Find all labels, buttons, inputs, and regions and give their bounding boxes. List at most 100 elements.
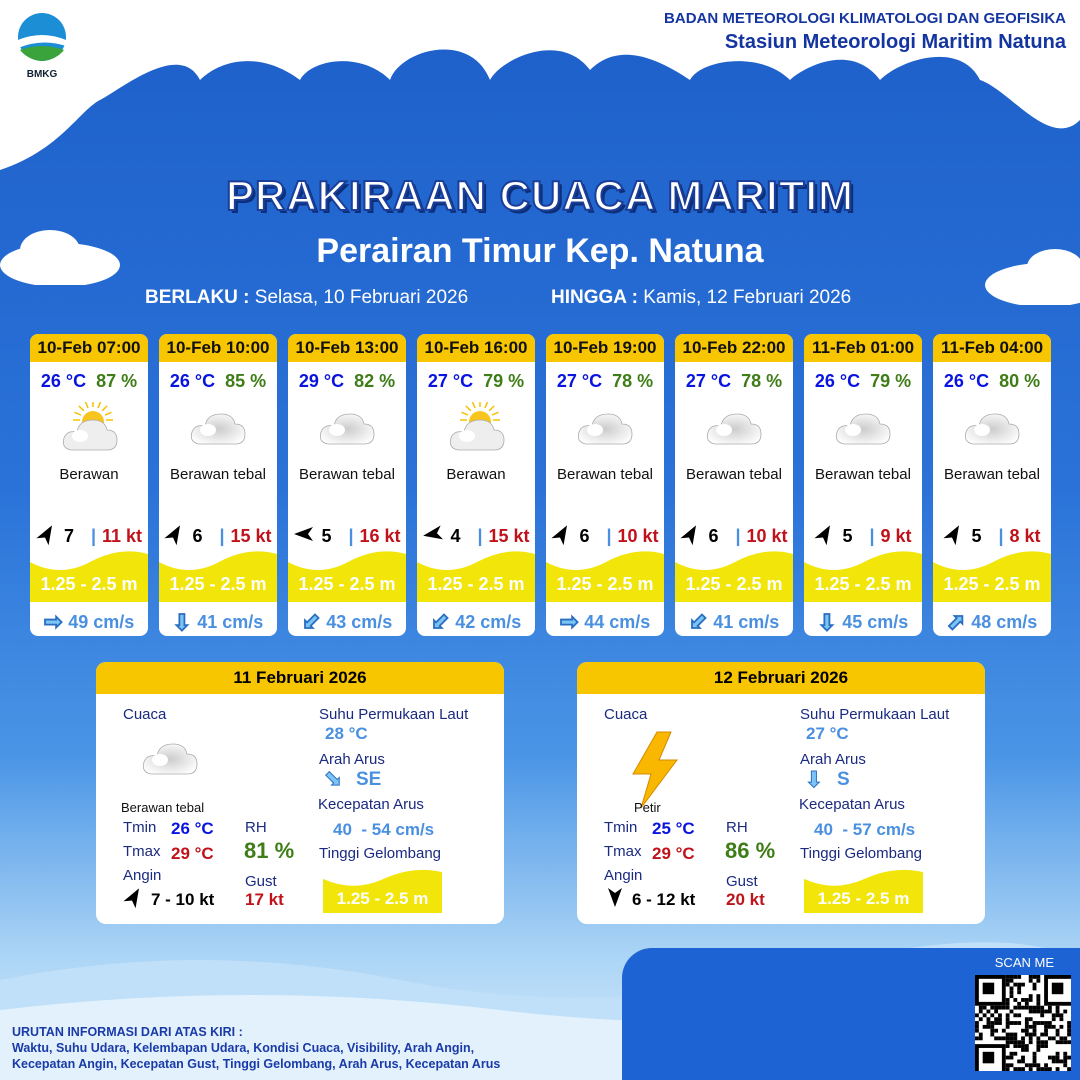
cloud-icon — [546, 392, 664, 466]
gust-speed: 8 kt — [1009, 526, 1041, 546]
current-direction-icon: ➡ — [318, 763, 350, 795]
forecast-card: 10-Feb 10:00 26 °C 85 % Berawan tebal 6 … — [159, 334, 277, 636]
air-temp: 26 °C — [943, 371, 990, 391]
humidity: 85 % — [225, 371, 267, 391]
footer-legend: URUTAN INFORMASI DARI ATAS KIRI : Waktu,… — [12, 1024, 500, 1072]
daily-date: 12 Februari 2026 — [577, 662, 985, 694]
current-direction: SE — [356, 769, 382, 790]
card-time: 10-Feb 16:00 — [417, 334, 535, 362]
daily-weather: Berawan tebal — [121, 800, 205, 815]
forecast-card: 11-Feb 04:00 26 °C 80 % Berawan tebal 5 … — [933, 334, 1051, 636]
current-direction-icon: ➡ — [424, 606, 456, 636]
station-name: Stasiun Meteorologi Maritim Natuna — [724, 31, 1066, 53]
label-tmax: Tmax — [123, 843, 161, 860]
forecast-card: 10-Feb 16:00 27 °C 79 % Berawan 4 | 15 kt… — [417, 334, 535, 636]
current-direction-icon: ➡ — [814, 612, 840, 632]
label-tmin: Tmin — [604, 819, 638, 836]
weather-condition: Berawan tebal — [815, 466, 911, 483]
label-sst: Suhu Permukaan Laut — [800, 706, 950, 723]
label-wind: Angin — [123, 867, 162, 884]
label-wave-height: Tinggi Gelombang — [800, 845, 923, 862]
daily-summary: 12 Februari 2026 Cuaca Petir Tmin 25 °C … — [577, 662, 985, 924]
humidity: 82 % — [354, 371, 396, 391]
daily-date: 11 Februari 2026 — [96, 662, 504, 694]
wave-graphic — [417, 548, 535, 602]
label-tmin: Tmin — [123, 819, 157, 836]
wind-direction-icon — [36, 524, 58, 549]
label-current-direction: Arah Arus — [319, 751, 385, 768]
wind-speed: 6 — [192, 526, 203, 546]
label-gust: Gust — [245, 873, 277, 890]
wind-direction-icon — [604, 887, 626, 912]
wave-graphic — [804, 548, 922, 602]
wind-direction-icon — [551, 524, 573, 549]
wave-height: 1.25 - 2.5 m — [169, 574, 267, 594]
wave-graphic — [546, 548, 664, 602]
gust-speed: 10 kt — [617, 526, 659, 546]
gust-speed: 16 kt — [359, 526, 401, 546]
card-time: 10-Feb 07:00 — [30, 334, 148, 362]
current-speed: 43 cm/s — [326, 611, 393, 632]
tmin-value: 25 °C — [652, 819, 695, 838]
wind-direction-icon — [123, 887, 145, 912]
sst-value: 28 °C — [325, 724, 368, 743]
wave-height: 1.25 - 2.5 m — [336, 889, 429, 908]
gust-value: 20 kt — [726, 890, 765, 909]
weather-condition: Berawan tebal — [944, 466, 1040, 483]
wind-direction-icon — [943, 524, 965, 549]
cloud-icon — [675, 392, 793, 466]
current-direction-icon: ➡ — [295, 606, 327, 636]
footer-title: URUTAN INFORMASI DARI ATAS KIRI : — [12, 1025, 243, 1039]
weather-condition: Berawan tebal — [557, 466, 653, 483]
wave-graphic — [288, 548, 406, 602]
label-current-direction: Arah Arus — [800, 751, 866, 768]
air-temp: 27 °C — [685, 371, 732, 391]
current-direction: S — [837, 769, 850, 790]
gust-speed: 9 kt — [880, 526, 912, 546]
humidity: 79 % — [870, 371, 912, 391]
label-rh: RH — [726, 819, 748, 836]
current-direction-icon: ➡ — [940, 606, 972, 636]
air-temp: 26 °C — [169, 371, 216, 391]
current-direction-icon: ➡ — [43, 609, 63, 635]
from-date: Selasa, 10 Februari 2026 — [254, 287, 469, 308]
page-title: PRAKIRAAN CUACA MARITIM — [225, 171, 855, 220]
wave-graphic — [675, 548, 793, 602]
current-speed: 49 cm/s — [68, 611, 135, 632]
rh-value: 81 % — [244, 838, 295, 863]
partly-cloudy-icon — [417, 392, 535, 466]
lightning-icon — [627, 730, 683, 815]
wind-direction-icon — [164, 524, 186, 549]
wave-height: 1.25 - 2.5 m — [817, 889, 910, 908]
rh-value: 86 % — [725, 838, 776, 863]
label-sst: Suhu Permukaan Laut — [319, 706, 469, 723]
label-wave-height: Tinggi Gelombang — [319, 845, 442, 862]
wind-direction-icon — [680, 524, 702, 549]
weather-condition: Berawan tebal — [686, 466, 782, 483]
qr-code[interactable] — [975, 975, 1071, 1071]
label-weather: Cuaca — [123, 706, 167, 723]
tmax-value: 29 °C — [652, 844, 695, 863]
wave-height: 1.25 - 2.5 m — [814, 574, 912, 594]
gust-speed: 11 kt — [102, 526, 143, 546]
label-rh: RH — [245, 819, 267, 836]
label-current-speed: Kecepatan Arus — [799, 796, 905, 813]
wave-graphic — [159, 548, 277, 602]
gust-speed: 15 kt — [230, 526, 272, 546]
cloud-decoration — [985, 249, 1080, 305]
wind-direction-icon — [422, 524, 444, 549]
wind-direction-icon — [293, 524, 315, 549]
humidity: 78 % — [741, 371, 783, 391]
card-time: 10-Feb 10:00 — [159, 334, 277, 362]
wind-speed: 4 — [450, 526, 461, 546]
label-current-speed: Kecepatan Arus — [318, 796, 424, 813]
current-min: 40 — [814, 820, 833, 839]
wind-range: 7 - 10 kt — [151, 889, 215, 909]
label-gust: Gust — [726, 873, 758, 890]
daily-summary: 11 Februari 2026 Cuaca Berawan tebal Tmi… — [96, 662, 504, 924]
wave-height: 1.25 - 2.5 m — [298, 574, 396, 594]
cloud-decoration — [0, 230, 120, 285]
wind-range: 6 - 12 kt — [632, 889, 696, 909]
current-min: 40 — [333, 820, 352, 839]
bmkg-logo: BMKG — [16, 12, 68, 80]
